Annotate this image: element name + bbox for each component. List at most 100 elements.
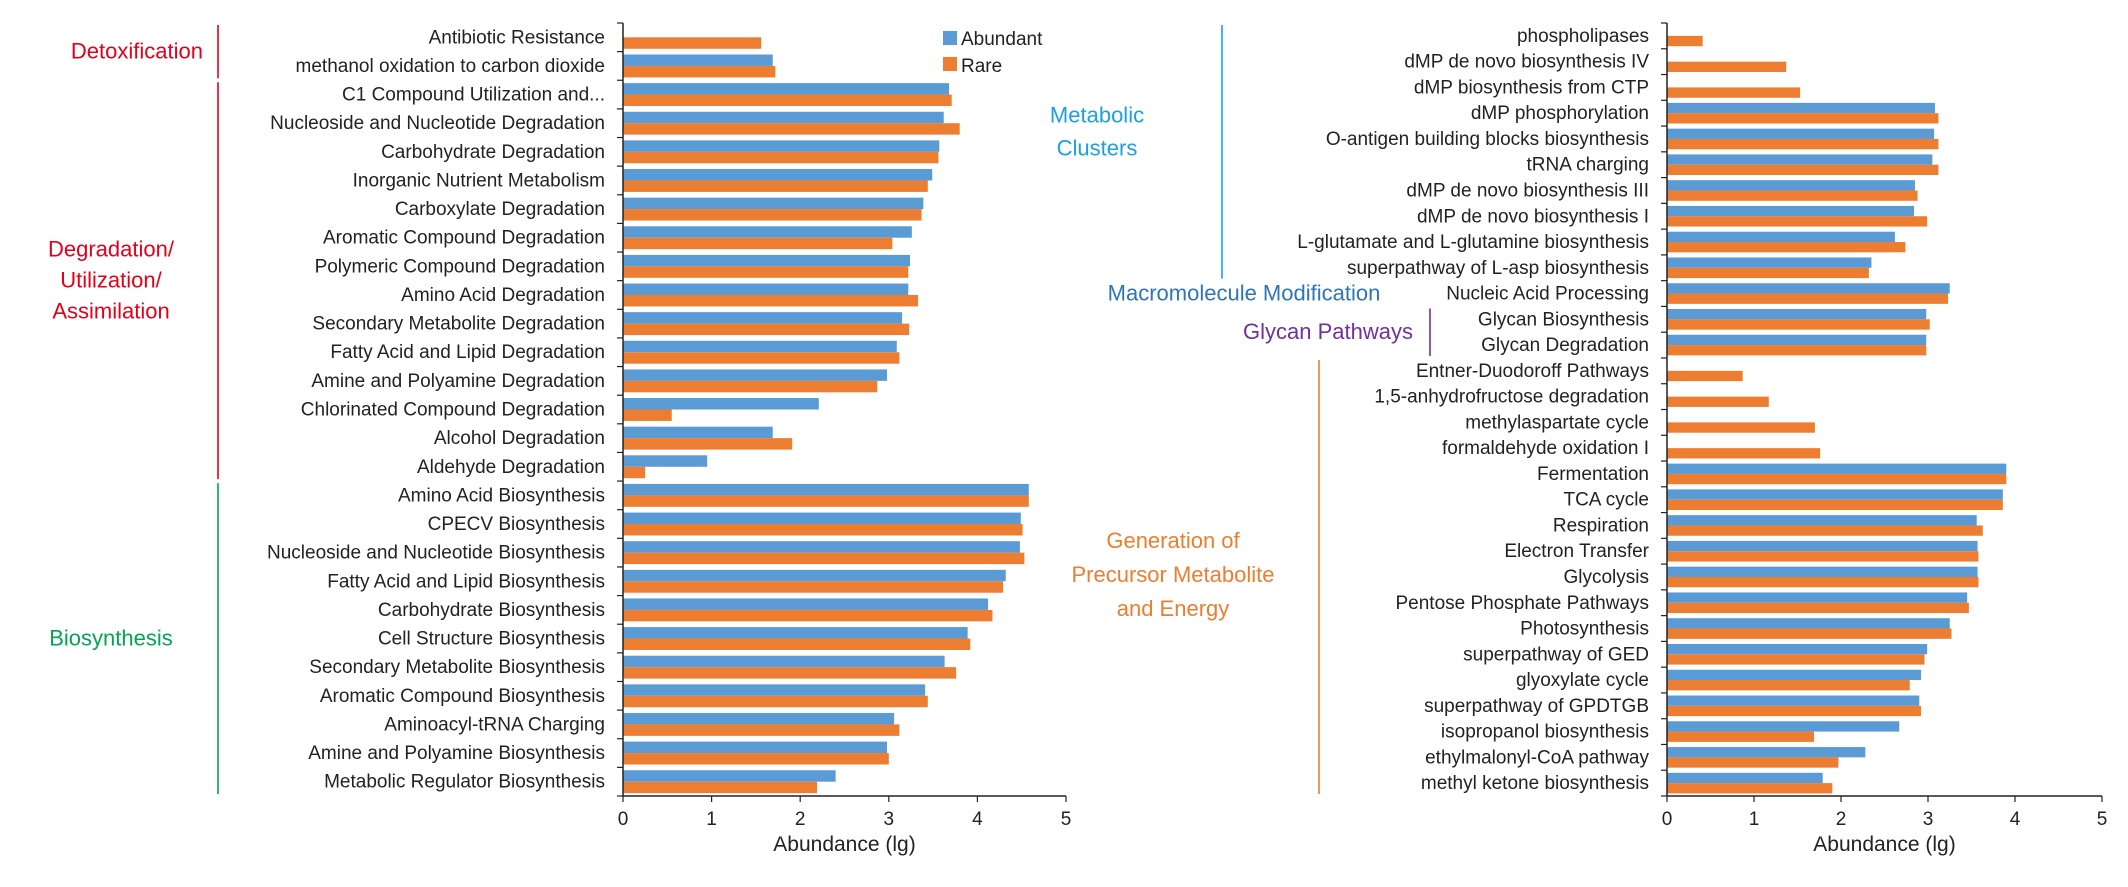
group-label: Precursor Metabolite (1072, 562, 1275, 587)
left-category-label: Amine and Polyamine Biosynthesis (308, 743, 605, 764)
left-category-label: Fatty Acid and Lipid Biosynthesis (327, 571, 605, 592)
left-bar-rare (623, 180, 928, 192)
right-x-axis-title: Abundance (lg) (1813, 833, 1955, 856)
right-bar-rare (1667, 242, 1906, 253)
group-label: Glycan Pathways (1243, 319, 1413, 344)
left-bar-rare (623, 294, 919, 307)
left-x-tick-label: 1 (706, 809, 717, 830)
legend-abundant-label: Abundant (961, 29, 1043, 50)
right-category-label: superpathway of L-asp biosynthesis (1347, 258, 1649, 279)
right-bar-rare (1667, 190, 1918, 201)
right-category-label: methylaspartate cycle (1465, 412, 1649, 433)
right-bar-abundant (1667, 205, 1915, 217)
left-bar-rare (623, 724, 900, 736)
left-bar-abundant (623, 140, 940, 152)
left-bar-abundant (623, 369, 888, 381)
left-bar-rare (623, 209, 922, 221)
right-category-label: Glycan Degradation (1481, 335, 1649, 356)
right-category-label: ethylmalonyl-CoA pathway (1425, 747, 1649, 768)
right-category-label: L-glutamate and L-glutamine biosynthesis (1297, 232, 1649, 253)
left-bar-abundant (623, 569, 1006, 582)
right-bar-abundant (1667, 309, 1927, 320)
left-bar-chart: Antibiotic Resistance methanol oxidation … (48, 22, 1071, 856)
left-bar-rare (623, 380, 878, 393)
right-category-label: Electron Transfer (1504, 541, 1649, 562)
right-bar-rare (1667, 576, 1979, 588)
right-bar-abundant (1667, 154, 1933, 165)
group-label: Macromolecule Modification (1108, 281, 1381, 306)
right-bar-abundant (1667, 540, 1978, 552)
left-bar-rare (623, 638, 971, 650)
left-bar-rare (623, 667, 957, 679)
left-category-label: Nucleoside and Nucleotide Biosynthesis (267, 543, 605, 564)
group-label: Detoxification (71, 39, 203, 64)
right-bar-rare (1667, 87, 1801, 98)
left-category-label: Alcohol Degradation (434, 428, 605, 449)
right-category-label: Respiration (1553, 515, 1649, 536)
right-bar-abundant (1667, 695, 1920, 706)
right-bar-rare (1667, 61, 1787, 72)
right-category-label: dMP de novo biosynthesis III (1406, 180, 1649, 201)
left-bar-abundant (623, 111, 944, 124)
right-bar-rare (1667, 705, 1922, 717)
right-bar-rare (1667, 525, 1983, 536)
left-x-tick-label: 4 (972, 809, 983, 830)
right-bar-abundant (1667, 463, 2007, 474)
left-category-label: Aldehyde Degradation (417, 457, 605, 478)
right-category-label: dMP biosynthesis from CTP (1414, 77, 1649, 98)
left-bar-rare (623, 237, 893, 250)
left-bar-abundant (623, 226, 912, 238)
group-label: Degradation/ (48, 237, 175, 262)
right-category-label: dMP phosphorylation (1471, 103, 1649, 124)
legend: Abundant Rare (943, 29, 1043, 77)
left-bar-rare (623, 123, 960, 135)
left-bar-abundant (623, 770, 836, 782)
right-category-label: formaldehyde oxidation I (1442, 438, 1649, 459)
group-label: Utilization/ (60, 268, 162, 293)
left-category-label: Cell Structure Biosynthesis (378, 629, 605, 650)
left-bar-rare (623, 438, 793, 450)
right-bar-abundant (1667, 772, 1823, 784)
right-bar-rare (1667, 113, 1939, 124)
left-bar-abundant (623, 512, 1021, 525)
legend-rare-swatch (943, 57, 957, 71)
right-category-label: dMP de novo biosynthesis I (1417, 206, 1649, 227)
left-category-label: C1 Compound Utilization and... (342, 85, 605, 106)
right-bar-rare (1667, 757, 1839, 768)
right-category-label: 1,5-anhydrofructose degradation (1374, 387, 1649, 408)
left-bar-rare (623, 552, 1025, 565)
right-bar-chart: phospholipases dMP de novo biosynthesis I… (1050, 22, 2107, 856)
left-bar-rare (623, 609, 993, 622)
legend-abundant-swatch (943, 31, 957, 45)
left-category-label: Carboxylate Degradation (395, 199, 605, 220)
left-bar-abundant (623, 541, 1020, 553)
right-x-tick-label: 0 (1662, 809, 1673, 830)
right-bar-abundant (1667, 566, 1978, 577)
right-x-tick-label: 1 (1749, 809, 1760, 830)
left-bar-rare (623, 466, 646, 479)
left-bar-abundant (623, 598, 989, 610)
right-bar-abundant (1667, 128, 1935, 139)
left-bar-abundant (623, 54, 773, 66)
right-bar-rare (1667, 164, 1939, 176)
group-label: and Energy (1117, 596, 1230, 621)
right-bar-rare (1667, 783, 1833, 794)
left-bar-rare (623, 524, 1023, 536)
legend-rare-label: Rare (961, 56, 1002, 77)
right-bar-rare (1667, 602, 1969, 614)
left-bar-abundant (623, 627, 968, 639)
left-bar-rare (623, 495, 1029, 507)
right-category-label: isopropanol biosynthesis (1441, 722, 1649, 743)
right-x-tick-label: 2 (1836, 809, 1847, 830)
right-bar-rare (1667, 35, 1703, 47)
left-bar-rare (623, 266, 909, 278)
right-category-label: glyoxylate cycle (1516, 670, 1649, 691)
left-category-label: Nucleoside and Nucleotide Degradation (270, 113, 605, 134)
left-category-label: Amino Acid Degradation (401, 285, 605, 306)
right-bar-abundant (1667, 180, 1915, 191)
left-bar-abundant (623, 197, 924, 210)
left-bar-abundant (623, 712, 895, 725)
left-bar-rare (623, 581, 1004, 593)
group-label: Biosynthesis (49, 626, 173, 651)
